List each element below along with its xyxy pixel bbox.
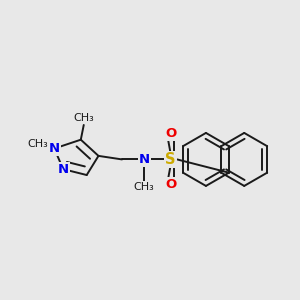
Text: CH₃: CH₃ xyxy=(134,182,154,192)
Text: N: N xyxy=(49,142,60,155)
Text: O: O xyxy=(165,178,176,191)
Text: S: S xyxy=(165,152,176,167)
Text: CH₃: CH₃ xyxy=(74,112,94,123)
Text: N: N xyxy=(139,153,150,166)
Text: CH₃: CH₃ xyxy=(28,139,49,149)
Text: N: N xyxy=(58,163,69,176)
Text: O: O xyxy=(165,127,176,140)
